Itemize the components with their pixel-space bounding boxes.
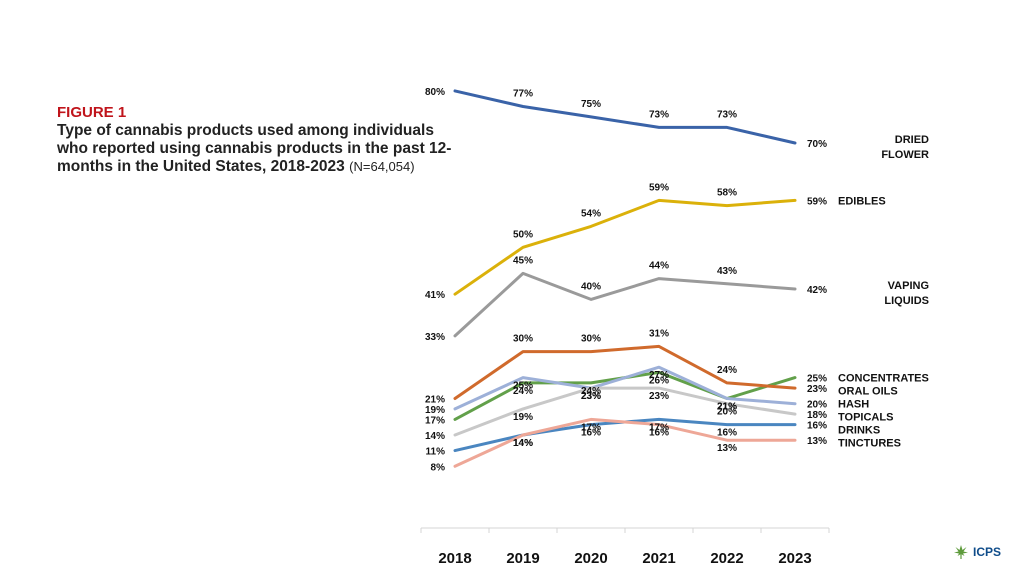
x-tick-label-2018: 2018 bbox=[438, 550, 471, 567]
data-label-oral-oils-2022: 24% bbox=[717, 365, 737, 376]
data-label-hash-2018: 19% bbox=[425, 405, 445, 416]
logo-text: ICPS bbox=[973, 545, 1002, 559]
data-label-vaping-liquids-2020: 40% bbox=[581, 281, 601, 292]
x-tick-label-2021: 2021 bbox=[642, 550, 675, 567]
legend-label-concentrates: CONCENTRATES bbox=[838, 373, 929, 385]
icps-logo: ICPS bbox=[952, 543, 1001, 561]
data-label-tinctures-2019: 14% bbox=[513, 438, 533, 449]
data-label-topicals-2020: 23% bbox=[581, 391, 601, 402]
data-label-edibles-2020: 54% bbox=[581, 208, 601, 219]
series-line-drinks bbox=[453, 417, 797, 453]
legend-label-oral-oils: ORAL OILS bbox=[838, 386, 898, 398]
figure-sample-size: (N=64,054) bbox=[349, 159, 415, 174]
data-label-hash-2022: 21% bbox=[717, 402, 737, 413]
data-label-edibles-2019: 50% bbox=[513, 229, 533, 240]
data-label-concentrates-2020: 24% bbox=[581, 386, 601, 397]
legend-label-drinks: DRINKS bbox=[838, 425, 880, 437]
series-line-edibles bbox=[453, 198, 797, 296]
data-label-vaping-liquids-2021: 44% bbox=[649, 261, 669, 272]
series-line-dried-flower bbox=[453, 89, 797, 145]
data-label-hash-2023: 20% bbox=[807, 400, 827, 411]
data-label-topicals-2018: 14% bbox=[425, 431, 445, 442]
data-label-topicals-2021: 23% bbox=[649, 391, 669, 402]
data-label-tinctures-2022: 13% bbox=[717, 443, 737, 454]
series-line-topicals bbox=[453, 386, 797, 437]
legend-label-vaping-liquids-line2: LIQUIDS bbox=[884, 295, 929, 307]
data-label-oral-oils-2018: 21% bbox=[425, 395, 445, 406]
data-label-tinctures-2021: 16% bbox=[649, 428, 669, 439]
x-tick-label-2022: 2022 bbox=[710, 550, 743, 567]
figure-label: FIGURE 1 bbox=[57, 104, 127, 121]
series-line-concentrates bbox=[453, 370, 797, 421]
data-label-oral-oils-2021: 31% bbox=[649, 328, 669, 339]
series-line-oral-oils bbox=[453, 344, 797, 400]
figure-caption: FIGURE 1 Type of cannabis products used … bbox=[57, 104, 457, 176]
data-label-tinctures-2023: 13% bbox=[807, 436, 827, 447]
data-label-vaping-liquids-2022: 43% bbox=[717, 266, 737, 277]
data-label-oral-oils-2019: 30% bbox=[513, 334, 533, 345]
data-label-oral-oils-2023: 23% bbox=[807, 384, 827, 395]
x-tick-label-2019: 2019 bbox=[506, 550, 539, 567]
data-label-dried-flower-2021: 73% bbox=[649, 109, 669, 120]
x-tick-label-2023: 2023 bbox=[778, 550, 811, 567]
data-label-edibles-2018: 41% bbox=[425, 290, 445, 301]
legend-label-edibles: EDIBLES bbox=[838, 195, 886, 207]
data-label-edibles-2022: 58% bbox=[717, 188, 737, 199]
data-label-dried-flower-2019: 77% bbox=[513, 89, 533, 100]
data-label-hash-2019: 25% bbox=[513, 381, 533, 392]
data-label-concentrates-2023: 25% bbox=[807, 374, 827, 385]
data-label-tinctures-2018: 8% bbox=[431, 462, 446, 473]
data-label-dried-flower-2022: 73% bbox=[717, 109, 737, 120]
series-line-hash bbox=[453, 365, 797, 411]
data-label-dried-flower-2018: 80% bbox=[425, 87, 445, 98]
legend-label-dried-flower-line2: FLOWER bbox=[881, 149, 929, 161]
data-label-dried-flower-2023: 70% bbox=[807, 139, 827, 150]
data-label-drinks-2019: 14% bbox=[513, 438, 533, 449]
data-label-oral-oils-2020: 30% bbox=[581, 334, 601, 345]
data-label-hash-2021: 27% bbox=[649, 370, 669, 381]
legend-label-topicals: TOPICALS bbox=[838, 412, 893, 424]
data-label-concentrates-2019: 24% bbox=[513, 386, 533, 397]
legend-label-vaping-liquids-line1: VAPING bbox=[888, 280, 929, 292]
figure-title: Type of cannabis products used among ind… bbox=[57, 122, 452, 175]
legend-label-dried-flower-line1: DRIED bbox=[895, 134, 929, 146]
data-label-tinctures-2020: 17% bbox=[581, 422, 601, 433]
data-label-topicals-2019: 19% bbox=[513, 412, 533, 423]
data-label-vaping-liquids-2019: 45% bbox=[513, 255, 533, 266]
data-label-drinks-2023: 16% bbox=[807, 421, 827, 432]
data-label-dried-flower-2020: 75% bbox=[581, 99, 601, 110]
series-line-vaping-liquids bbox=[453, 271, 797, 338]
data-label-vaping-liquids-2023: 42% bbox=[807, 285, 827, 296]
data-label-drinks-2018: 11% bbox=[426, 447, 446, 458]
data-label-drinks-2020: 16% bbox=[581, 428, 601, 439]
data-label-topicals-2022: 20% bbox=[717, 407, 737, 418]
data-label-hash-2020: 23% bbox=[581, 391, 601, 402]
data-label-topicals-2023: 18% bbox=[807, 410, 827, 421]
data-label-edibles-2023: 59% bbox=[807, 196, 827, 207]
cannabis-leaf-icon bbox=[954, 545, 968, 559]
data-label-concentrates-2018: 17% bbox=[425, 415, 445, 426]
data-label-drinks-2021: 17% bbox=[649, 422, 669, 433]
data-label-vaping-liquids-2018: 33% bbox=[425, 332, 445, 343]
legend-label-tinctures: TINCTURES bbox=[838, 438, 901, 450]
legend-label-hash: HASH bbox=[838, 399, 869, 411]
data-label-edibles-2021: 59% bbox=[649, 182, 669, 193]
data-label-concentrates-2022: 21% bbox=[717, 402, 737, 413]
data-label-drinks-2022: 16% bbox=[717, 428, 737, 439]
series-line-tinctures bbox=[453, 417, 797, 468]
data-label-concentrates-2021: 26% bbox=[649, 375, 669, 386]
x-tick-label-2020: 2020 bbox=[574, 550, 607, 567]
